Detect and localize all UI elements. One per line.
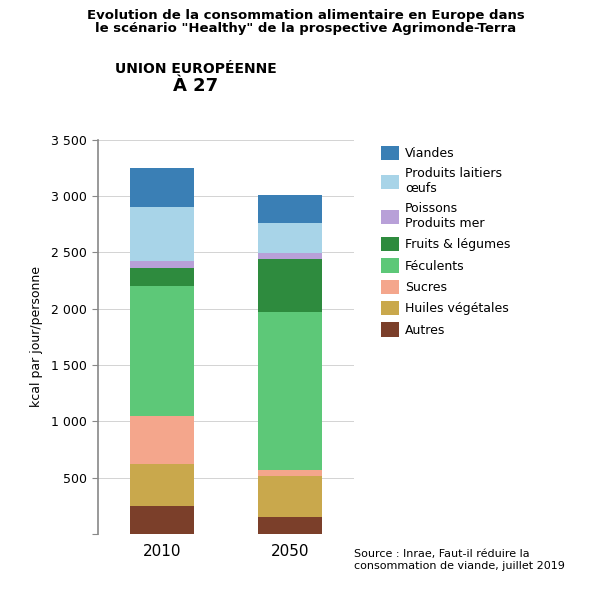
Bar (130, 168, 194, 207)
Bar (130, 416, 194, 464)
Text: Source : Inrae, Faut-il réduire la
consommation de viande, juillet 2019: Source : Inrae, Faut-il réduire la conso… (354, 549, 565, 571)
Bar (258, 470, 323, 475)
Legend: Viandes, Produits laitiers
œufs, Poissons
Produits mer, Fruits & légumes, Fécule: Viandes, Produits laitiers œufs, Poisson… (381, 146, 510, 337)
Bar (258, 312, 323, 470)
Bar (130, 464, 194, 506)
Text: UNION EUROPÉENNE: UNION EUROPÉENNE (115, 62, 276, 76)
Bar (258, 195, 323, 223)
Text: Evolution de la consommation alimentaire en Europe dans: Evolution de la consommation alimentaire… (87, 9, 524, 22)
Bar (258, 223, 323, 254)
Bar (258, 475, 323, 517)
Bar (130, 268, 194, 286)
Bar (130, 207, 194, 262)
Bar (130, 262, 194, 268)
Text: le scénario "Healthy" de la prospective Agrimonde-Terra: le scénario "Healthy" de la prospective … (95, 22, 516, 35)
Bar (258, 254, 323, 259)
Bar (130, 506, 194, 534)
Text: À 27: À 27 (173, 77, 218, 95)
Bar (258, 259, 323, 312)
Y-axis label: kcal par jour/personne: kcal par jour/personne (30, 266, 43, 407)
Bar (130, 286, 194, 416)
Bar (258, 517, 323, 534)
